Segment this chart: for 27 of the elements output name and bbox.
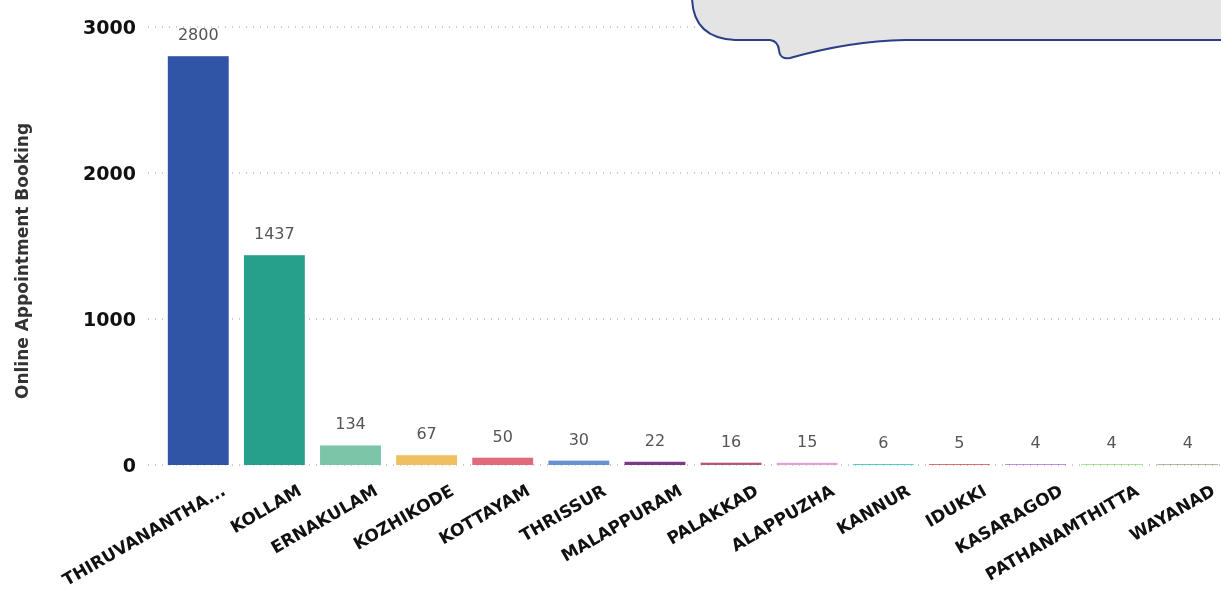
bar: [396, 455, 458, 465]
y-tick-label: 0: [122, 453, 136, 476]
data-label: 22: [644, 430, 666, 450]
data-label: 4: [1182, 433, 1193, 453]
data-label: 4: [1030, 433, 1041, 453]
data-label: 50: [492, 426, 513, 446]
y-tick-label: 1000: [83, 307, 136, 330]
bar: [167, 56, 229, 465]
data-label: 4: [1106, 433, 1117, 453]
bar: [624, 461, 686, 465]
data-label: 2800: [177, 25, 219, 45]
y-axis-title: Online Appointment Booking: [12, 122, 32, 400]
data-label: 1437: [254, 224, 295, 244]
bar: [472, 457, 534, 465]
data-label: 5: [954, 433, 965, 453]
data-label: 67: [416, 424, 437, 444]
bar: [548, 460, 610, 465]
bar: [320, 445, 381, 465]
data-label: 134: [335, 414, 366, 434]
y-tick-label: 3000: [83, 15, 136, 38]
data-label: 30: [568, 429, 590, 449]
bar: [776, 462, 838, 465]
y-tick-label: 2000: [83, 161, 136, 184]
data-label: 16: [720, 431, 742, 451]
data-label: 15: [796, 431, 818, 451]
bar: [243, 255, 305, 465]
data-label: 6: [878, 433, 889, 453]
